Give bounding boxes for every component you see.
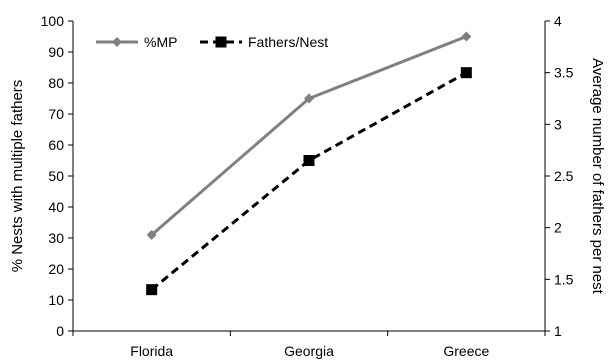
left-y-tick-label: 90 [48,44,64,60]
left-y-tick-label: 100 [41,13,65,29]
left-y-tick-label: 60 [48,137,64,153]
left-y-axis-title: % Nests with multiple fathers [9,80,26,273]
left-y-tick-label: 20 [48,261,64,277]
left-y-tick-label: 80 [48,75,64,91]
series-layer [146,31,472,296]
left-y-tick-label: 40 [48,199,64,215]
left-y-tick-label: 70 [48,106,64,122]
x-tick-label: Georgia [284,343,334,359]
data-point [146,284,158,296]
legend-marker-percent-mp [112,37,122,47]
right-y-tick-label: 2 [554,220,562,236]
legend-label-fathers-per-nest: Fathers/Nest [248,34,328,50]
right-y-tick-label: 3 [554,116,562,132]
left-y-ticks: 0 10 20 30 40 50 60 70 80 90 100 [41,13,73,339]
right-y-tick-label: 4 [554,13,562,29]
legend: %MP Fathers/Nest [96,34,328,50]
legend-label-percent-mp: %MP [144,34,177,50]
axes [72,21,546,332]
legend-marker-fathers-per-nest [215,36,227,48]
left-y-tick-label: 50 [48,168,64,184]
right-y-tick-label: 1.5 [554,271,574,287]
x-ticks: Florida Georgia Greece [72,331,546,359]
series-percent-mp [146,31,472,240]
right-y-tick-label: 1 [554,323,562,339]
data-point [461,31,472,42]
series-line [150,35,467,237]
series-fathers-per-nest [146,67,472,296]
data-point [146,229,157,240]
left-y-tick-label: 0 [56,323,64,339]
x-tick-label: Greece [443,343,489,359]
left-y-tick-label: 30 [48,230,64,246]
right-y-tick-label: 2.5 [554,168,574,184]
data-point [460,67,472,79]
right-y-ticks: 1 1.5 2 2.5 3 3.5 4 [545,13,574,339]
data-point [303,155,315,166]
x-tick-label: Florida [130,343,173,359]
data-point [304,93,314,104]
left-y-tick-label: 10 [48,292,64,308]
series-line [150,71,468,291]
right-y-tick-label: 3.5 [554,65,574,81]
right-y-axis-title: Average number of fathers per nest [589,58,606,295]
